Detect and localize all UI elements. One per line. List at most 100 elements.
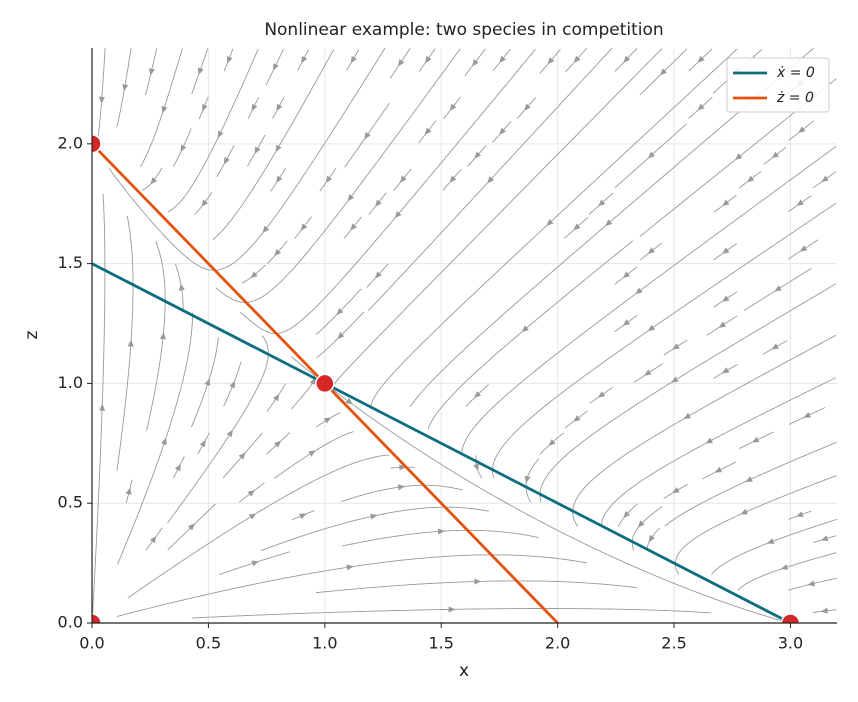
stream-arrow — [796, 511, 804, 517]
x-tick-label: 3.0 — [778, 634, 803, 653]
stream-arrow — [149, 535, 157, 544]
stream-arrow — [697, 103, 705, 111]
stream-arrow — [820, 535, 829, 542]
stream-arrow — [573, 223, 581, 231]
stream-arrow — [397, 59, 405, 67]
streamline — [331, 48, 790, 623]
stream-arrow — [705, 437, 713, 444]
stream-arrow — [647, 151, 656, 159]
fixed-point — [92, 613, 102, 623]
stream-arrow — [672, 487, 680, 494]
stream-arrow — [771, 343, 779, 350]
streamline — [260, 506, 489, 552]
stream-arrow — [746, 175, 755, 183]
stream-arrow — [364, 131, 371, 140]
stream-arrow — [323, 417, 332, 424]
stream-arrow — [751, 436, 760, 443]
y-tick-label: 1.0 — [58, 373, 83, 392]
stream-arrow — [274, 248, 282, 257]
stream-arrow — [345, 397, 353, 405]
fixed-point — [315, 373, 335, 394]
streamline — [167, 335, 269, 524]
streamline — [370, 48, 738, 406]
stream-arrow — [425, 55, 432, 64]
stream-arrow — [722, 247, 730, 254]
stream-arrow — [149, 68, 155, 76]
stream-arrow — [521, 325, 529, 333]
stream-arrow — [472, 58, 479, 67]
stream-arrow — [573, 415, 581, 422]
stream-arrow — [623, 55, 631, 63]
stream-arrow — [671, 376, 679, 383]
stream-arrow — [821, 175, 829, 183]
stream-arrow — [247, 489, 255, 497]
nullcline — [92, 262, 792, 623]
streamline — [492, 202, 837, 479]
stream-arrow — [448, 606, 456, 613]
stream-arrow — [766, 538, 775, 544]
stream-arrow — [301, 55, 308, 64]
stream-arrow — [474, 391, 482, 399]
stream-arrow — [697, 55, 705, 63]
stream-arrow — [161, 105, 168, 114]
streamline — [190, 337, 219, 428]
stream-arrow — [223, 157, 230, 165]
stream-arrow — [722, 199, 730, 207]
stream-arrow — [548, 439, 556, 446]
stream-arrow — [499, 55, 507, 64]
stream-arrow — [226, 429, 233, 438]
stream-arrow — [740, 508, 748, 515]
stream-arrow — [524, 475, 531, 484]
stream-arrow — [178, 283, 185, 291]
x-tick-label: 2.5 — [661, 634, 686, 653]
stream-arrow — [397, 484, 406, 491]
stream-arrow — [734, 153, 743, 161]
stream-arrow — [774, 285, 782, 292]
streamline — [427, 240, 634, 430]
stream-arrow — [573, 55, 581, 63]
stream-arrow — [251, 560, 260, 567]
stream-arrow — [394, 210, 402, 219]
stream-arrow — [796, 199, 804, 206]
streamline — [572, 334, 837, 527]
stream-arrow — [598, 199, 606, 207]
stream-arrow — [721, 367, 730, 374]
stream-arrow — [98, 96, 105, 104]
stream-arrow — [336, 307, 344, 316]
stream-arrow — [623, 510, 631, 519]
stream-arrow — [337, 332, 345, 340]
stream-arrow — [299, 513, 307, 520]
stream-arrow — [161, 437, 167, 446]
stream-arrow — [250, 271, 258, 279]
axes: 0.0 0.5 1.0 1.5 2.0 2.5 3.0 0.0 0.5 1.0 1.5 2.0 — [58, 48, 837, 653]
stream-arrow — [350, 223, 358, 231]
stream-arrow — [647, 324, 656, 332]
streamline — [737, 552, 837, 591]
stream-arrow — [125, 487, 132, 495]
stream-arrow — [201, 199, 209, 207]
stream-arrow — [254, 146, 261, 155]
stream-arrow — [605, 219, 613, 227]
stream-arrow — [718, 321, 727, 328]
legend-label: ż = 0 — [776, 90, 814, 106]
stream-arrow — [180, 144, 187, 153]
stream-arrow — [799, 245, 808, 252]
stream-arrow — [273, 393, 280, 402]
stream-arrow — [474, 578, 482, 585]
stream-arrow — [487, 176, 495, 184]
stream-arrow — [99, 403, 106, 411]
fixed-point — [780, 613, 801, 623]
stream-arrow — [647, 247, 656, 255]
stream-arrow — [546, 218, 554, 226]
streamline — [539, 283, 836, 503]
stream-arrow — [597, 391, 606, 398]
x-tick-label: 1.5 — [428, 634, 453, 653]
stream-arrow — [437, 528, 446, 535]
stream-arrow — [672, 343, 680, 350]
x-axis-label: x — [459, 661, 469, 681]
stream-arrow — [370, 513, 378, 520]
stream-arrow — [238, 452, 246, 460]
streamline — [139, 48, 183, 168]
stream-arrow — [275, 144, 282, 153]
